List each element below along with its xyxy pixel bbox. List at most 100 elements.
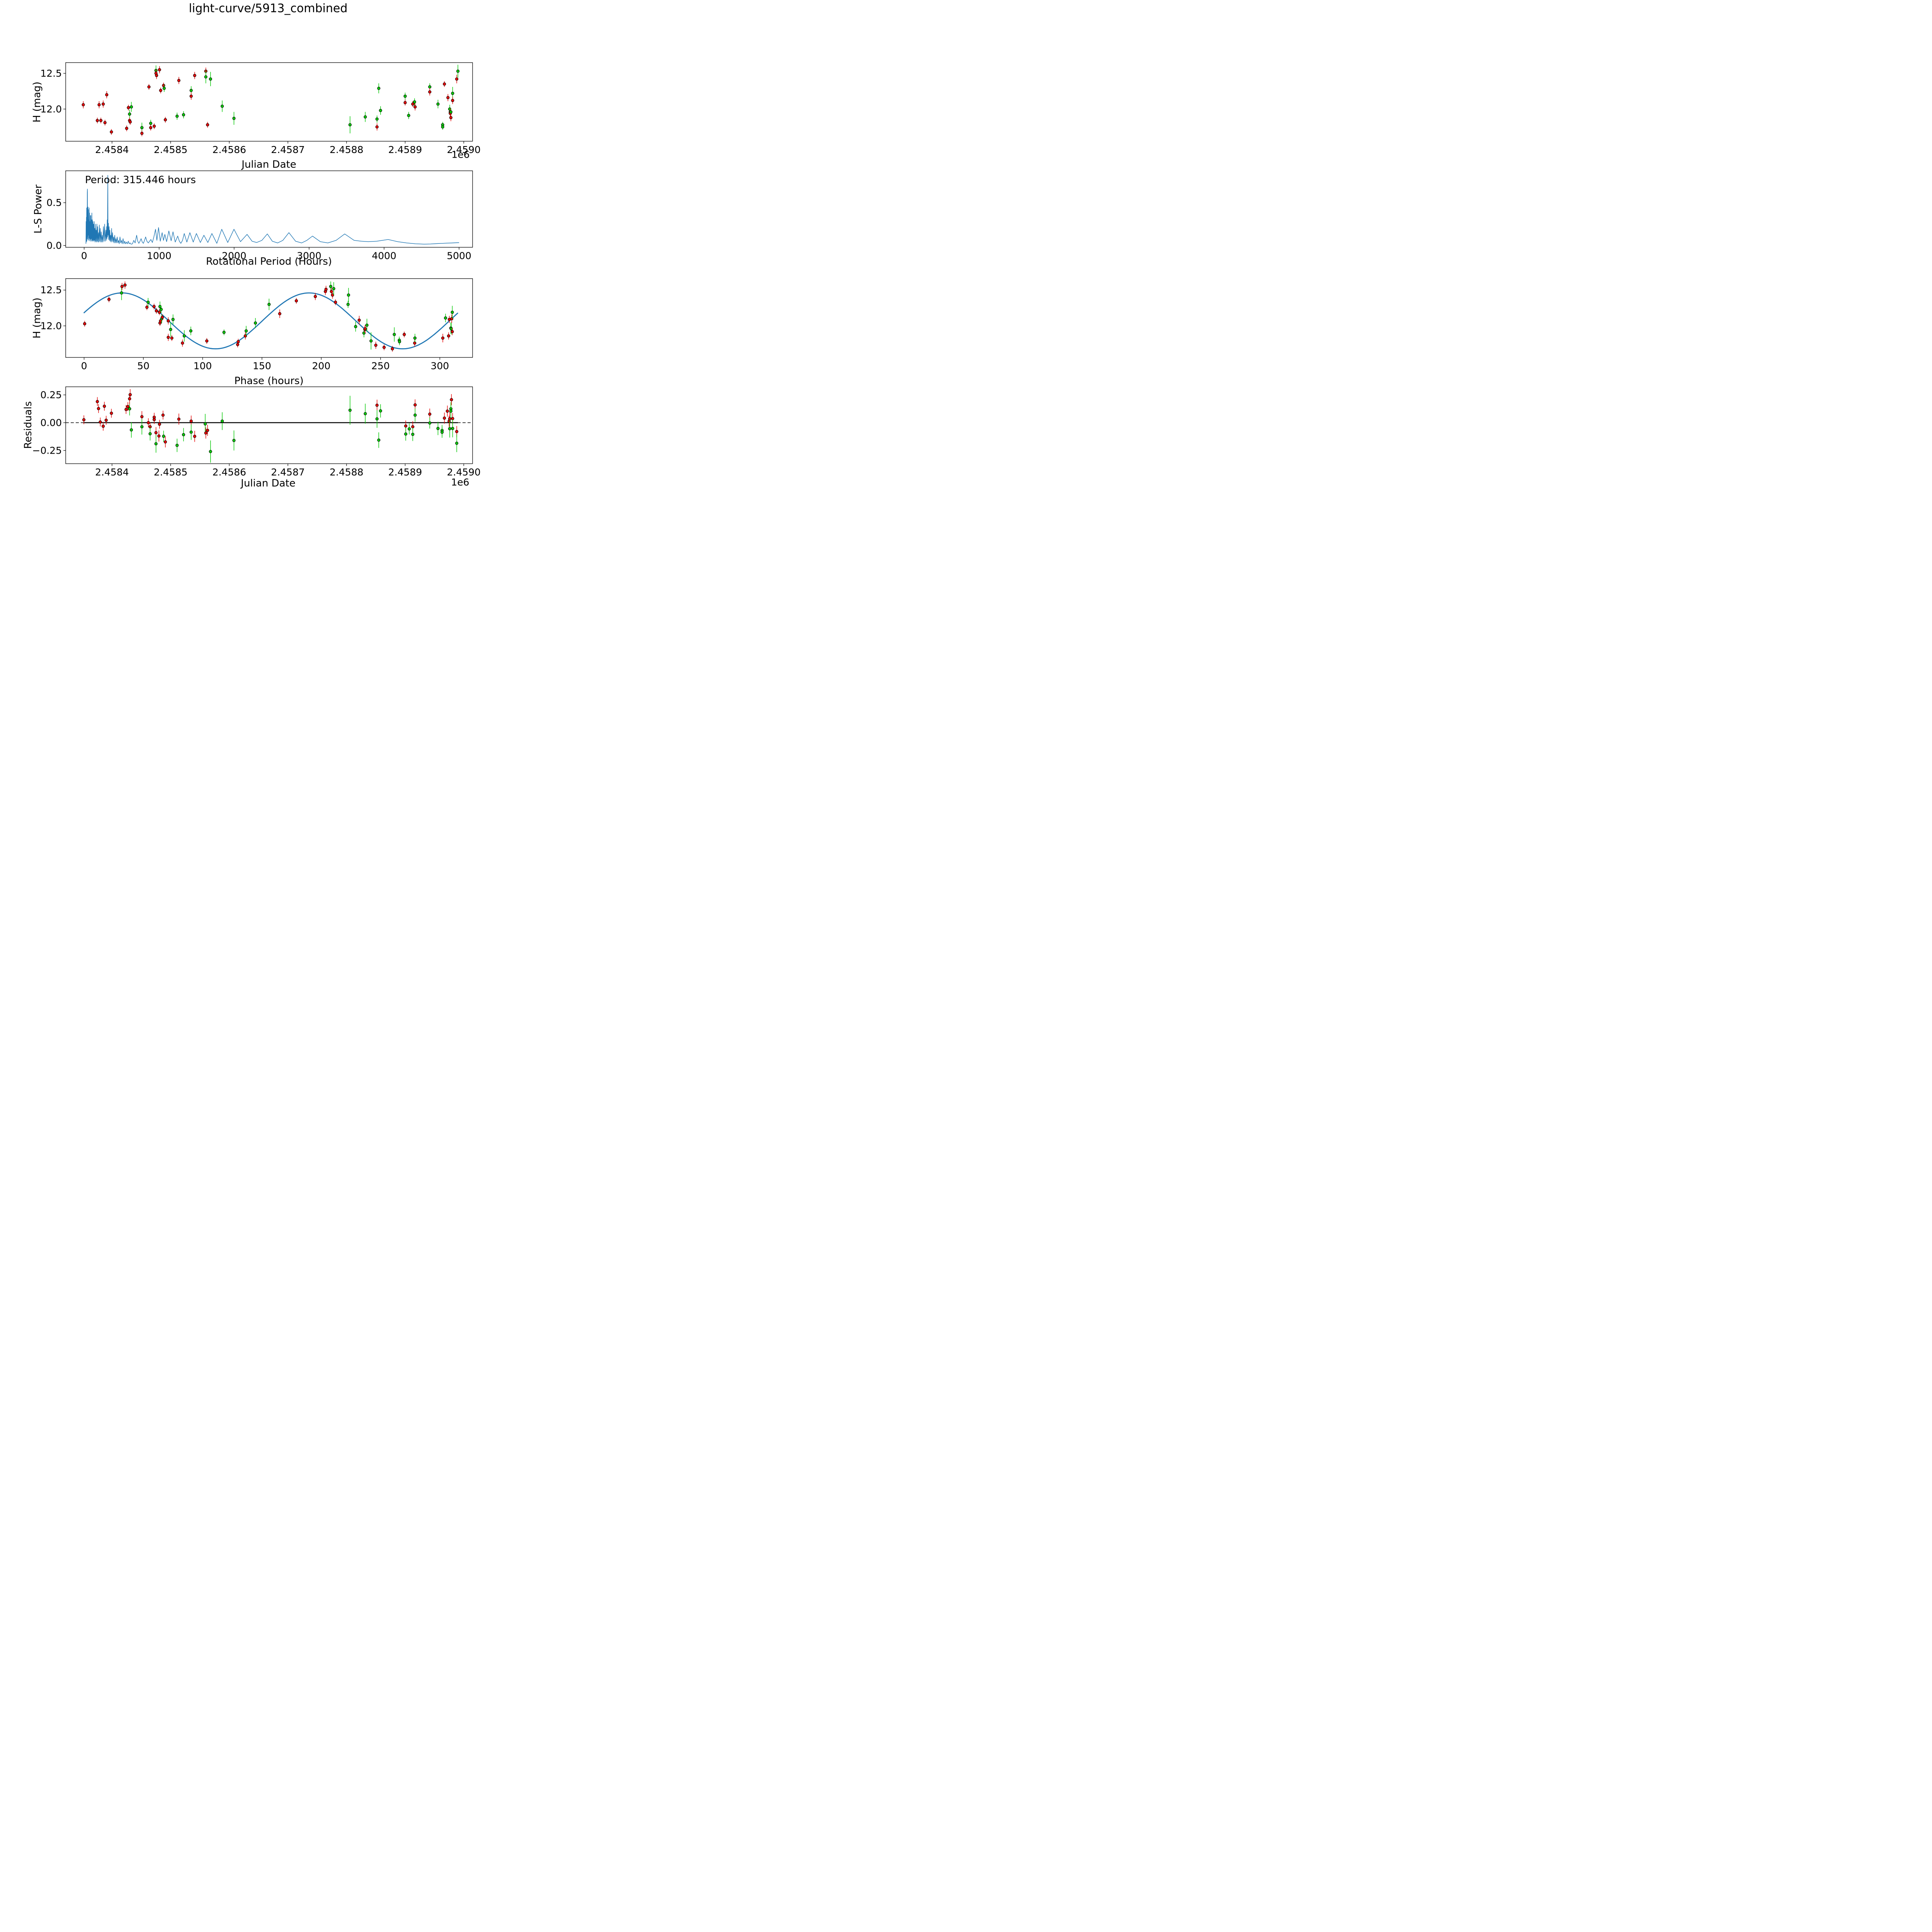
data-point-marker [189, 94, 193, 98]
x-tick-label: 2.4586 [213, 466, 246, 478]
data-point-marker [382, 345, 386, 349]
data-point-marker [232, 439, 236, 442]
data-point-marker [413, 100, 416, 104]
data-point-marker [189, 419, 193, 423]
data-point-marker [408, 427, 411, 431]
data-point-marker [451, 330, 454, 333]
data-point-marker [451, 99, 454, 102]
data-point-marker [450, 317, 454, 320]
x-tick-label: 2.4586 [213, 144, 246, 155]
data-point-marker [379, 409, 382, 413]
data-point-marker [140, 132, 144, 135]
x-tick-label: 2000 [222, 250, 247, 261]
data-point-marker [455, 441, 459, 445]
data-point-marker [204, 431, 207, 435]
data-point-marker [375, 403, 379, 407]
data-point-marker [403, 101, 407, 104]
x-tick-label: 2.4585 [154, 466, 187, 478]
x-tick-label: 200 [312, 360, 331, 371]
data-point-marker [377, 438, 381, 442]
x-tick-label: 300 [430, 360, 449, 371]
data-point-marker [83, 322, 87, 325]
data-point-marker [448, 427, 451, 430]
data-point-marker [175, 444, 179, 447]
data-point-marker [124, 408, 128, 411]
y-tick-label: 0.0 [46, 240, 62, 251]
data-point-marker [413, 336, 417, 340]
data-point-marker [167, 335, 170, 339]
data-point-marker [428, 421, 432, 425]
data-point-marker [364, 115, 367, 119]
data-point-marker [209, 450, 212, 453]
data-point-marker [357, 318, 361, 322]
data-point-marker [167, 319, 170, 323]
data-point-marker [82, 103, 85, 107]
data-point-marker [171, 318, 175, 321]
y-tick-label: 12.5 [40, 284, 62, 296]
data-point-marker [147, 85, 151, 88]
data-point-marker [181, 341, 184, 345]
panel4-axis-offset-text: 1e6 [451, 476, 469, 488]
data-point-marker [232, 117, 236, 120]
data-point-marker [379, 109, 382, 112]
data-point-marker [120, 285, 124, 288]
axes-spines [65, 386, 473, 464]
data-point-marker [206, 123, 209, 127]
data-point-marker [450, 398, 453, 401]
x-tick-label: 250 [371, 360, 390, 371]
data-point-marker [413, 413, 417, 417]
data-point-marker [221, 419, 224, 423]
data-point-marker [161, 316, 164, 319]
data-point-marker [163, 440, 167, 444]
data-point-marker [449, 116, 452, 119]
y-tick-label: 12.0 [40, 104, 62, 115]
x-tick-label: 5000 [447, 250, 471, 261]
data-point-marker [103, 405, 106, 408]
data-point-marker [110, 412, 113, 415]
panel4-x-axis-label: Julian Date [241, 478, 296, 489]
data-point-marker [193, 435, 196, 438]
x-tick-label: 2.4584 [95, 144, 129, 155]
data-point-marker [428, 412, 432, 416]
data-point-marker [324, 287, 328, 291]
data-point-marker [127, 106, 130, 109]
data-point-marker [413, 105, 417, 109]
data-point-marker [411, 432, 415, 436]
data-point-marker [204, 422, 207, 426]
panel1-y-axis-label: H (mag) [31, 82, 43, 122]
x-tick-label: 2.4589 [388, 466, 422, 478]
data-point-marker [146, 301, 150, 304]
panel1-x-axis-label: Julian Date [242, 159, 296, 170]
data-point-marker [428, 90, 432, 94]
data-point-marker [446, 409, 449, 413]
data-point-marker [128, 407, 131, 411]
data-point-marker [177, 417, 180, 421]
data-point-marker [97, 103, 101, 107]
panel-lightcurve: 2.4584 2.4585 2.4586 2.4587 2.4588 2.4589 2.45… [40, 62, 481, 155]
data-point-marker [140, 415, 144, 418]
panel4-y-axis-label: Residuals [22, 401, 34, 449]
data-point-marker [189, 89, 193, 92]
figure-title: light-curve/5913_combined [189, 2, 348, 15]
data-point-marker [153, 124, 156, 128]
data-point-marker [154, 431, 158, 434]
data-point-marker [446, 96, 450, 99]
data-point-marker [162, 87, 166, 90]
data-point-marker [236, 340, 240, 344]
data-point-marker [236, 343, 240, 346]
data-point-marker [441, 336, 445, 340]
panel-periodogram: 0 1000 2000 3000 4000 5000 0.0 0.5 [46, 170, 473, 261]
data-point-marker [189, 430, 193, 434]
data-point-marker [428, 85, 432, 88]
data-point-marker [330, 290, 333, 293]
data-point-marker [128, 397, 131, 401]
data-point-marker [444, 316, 447, 320]
data-point-marker [148, 432, 152, 435]
data-point-marker [404, 424, 408, 428]
data-point-marker [205, 339, 209, 343]
panel2-x-axis-label: Rotational Period (Hours) [206, 256, 332, 267]
data-point-marker [82, 418, 86, 422]
data-point-marker [97, 407, 100, 410]
x-tick-label: 1000 [147, 250, 172, 261]
data-point-marker [95, 119, 99, 122]
